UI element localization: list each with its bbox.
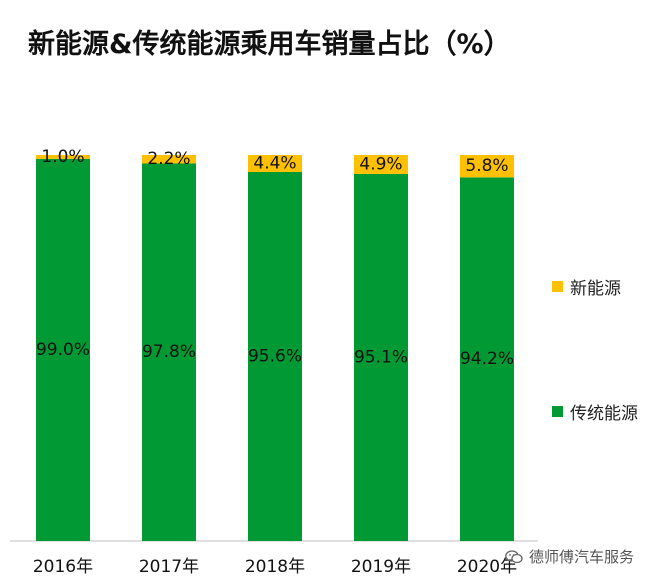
legend-swatch-traditional [552,406,563,417]
legend-label-traditional: 传统能源 [570,404,638,424]
bar-traditional-0 [36,158,90,542]
legend-label-new-energy: 新能源 [570,279,621,299]
x-tick-label-0: 2016年 [33,557,93,577]
data-label-traditional-4: 94.2% [460,349,514,369]
bar-new-energy-4 [460,155,514,178]
data-label-traditional-1: 97.8% [142,342,196,362]
data-label-new-energy-0: 1.0% [41,147,84,167]
data-label-new-energy-3: 4.9% [359,154,402,174]
legend-item-traditional: 传统能源 [552,399,638,424]
legend-item-new-energy: 新能源 [552,274,621,299]
bar-traditional-3 [354,173,408,541]
bar-new-energy-0 [36,155,90,159]
x-tick-label-4: 2020年 [457,557,517,577]
bar-new-energy-1 [142,155,196,164]
data-label-traditional-0: 99.0% [36,340,90,360]
data-label-new-energy-4: 5.8% [465,156,508,176]
data-label-traditional-2: 95.6% [248,346,302,366]
bar-traditional-4 [460,177,514,541]
chart-title: 新能源&传统能源乘用车销量占比（%） [28,29,511,60]
legend-swatch-new-energy [552,281,563,292]
x-tick-label-2: 2018年 [245,557,305,577]
data-label-new-energy-2: 4.4% [253,153,296,173]
watermark: 德师傅汽车服务 [505,546,634,567]
wechat-icon [505,549,523,563]
watermark-text: 德师傅汽车服务 [529,548,635,566]
bar-traditional-1 [142,163,196,541]
x-tick-label-1: 2017年 [139,557,199,577]
x-tick-label-3: 2019年 [351,557,411,577]
bar-traditional-2 [248,171,302,541]
bar-new-energy-2 [248,155,302,172]
data-label-traditional-3: 95.1% [354,347,408,367]
bar-new-energy-3 [354,155,408,174]
data-label-new-energy-1: 2.2% [147,149,190,169]
